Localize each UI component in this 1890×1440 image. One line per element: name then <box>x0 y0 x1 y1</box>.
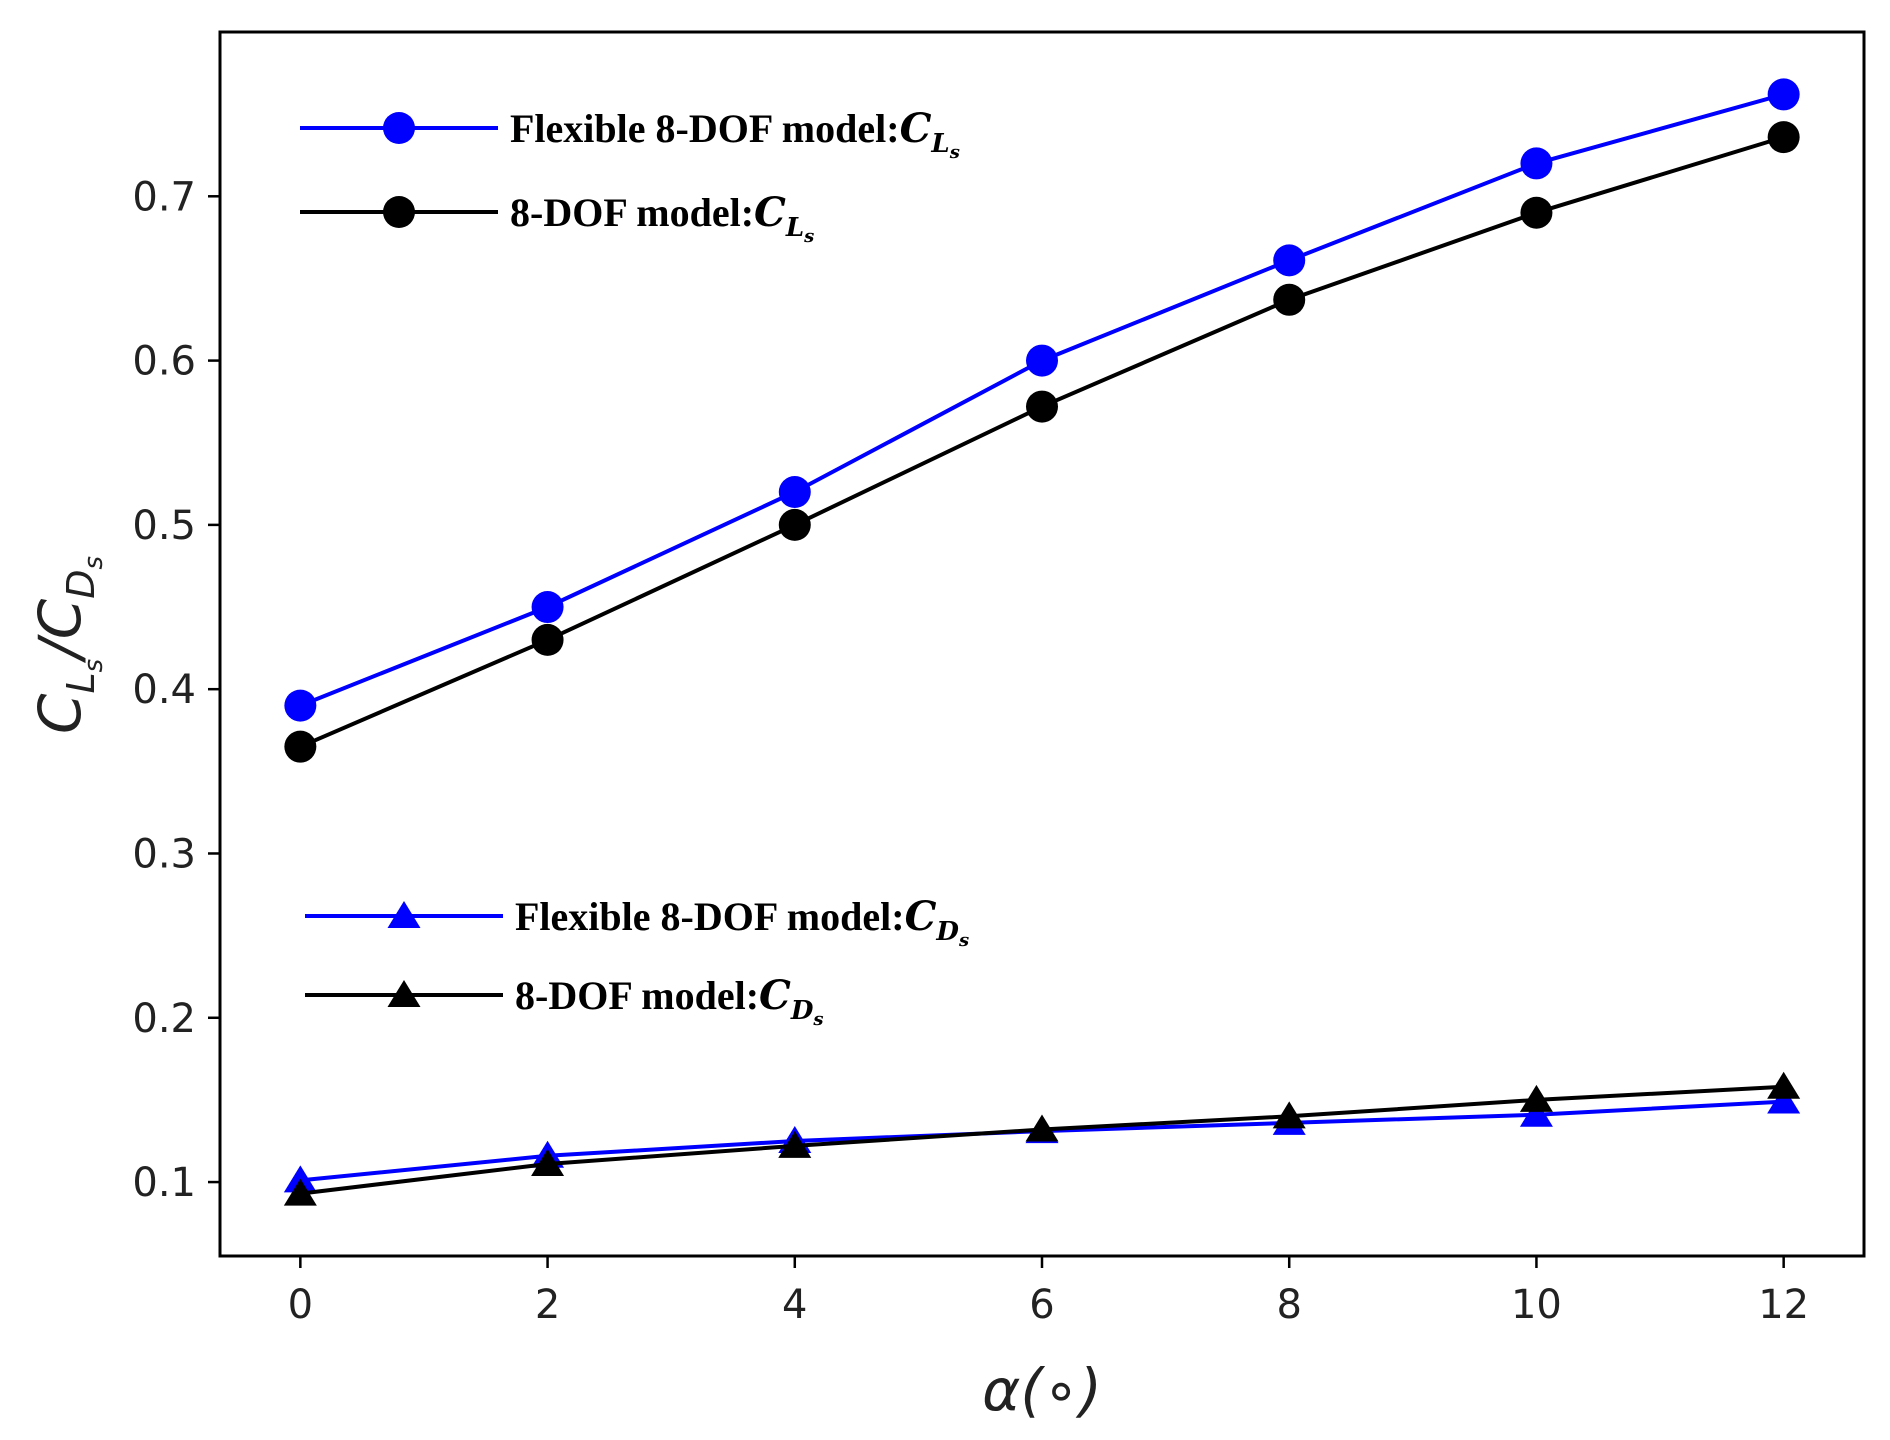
data-point <box>1519 1084 1553 1112</box>
legend-entry: Flexible 8-DOF model:CDs <box>305 893 969 951</box>
x-tick-label: 10 <box>1511 1282 1562 1328</box>
x-tick-label: 12 <box>1758 1282 1809 1328</box>
y-axis-title-main: C <box>26 693 94 734</box>
legend-marker <box>387 980 421 1007</box>
series-1 <box>284 121 1800 763</box>
legend-label-subsub: s <box>812 1009 823 1030</box>
legend-label-text: 8-DOF model: <box>510 190 754 235</box>
data-point <box>778 1130 812 1158</box>
y-axis-title-sub1: L <box>59 672 103 693</box>
legend-label: 8-DOF model:CDs <box>515 972 824 1030</box>
legend-label: Flexible 8-DOF model:CDs <box>515 893 969 951</box>
legend-label-sub: L <box>930 129 949 159</box>
legend-entry: 8-DOF model:CDs <box>305 972 824 1030</box>
y-tick-label: 0.6 <box>132 339 196 385</box>
legend-marker <box>387 901 421 928</box>
data-point <box>531 591 564 624</box>
y-axis-title-subsub1: s <box>79 659 109 673</box>
legend-label-subsub: s <box>949 142 960 163</box>
x-tick-label: 8 <box>1276 1282 1301 1328</box>
legend-label-sub: D <box>935 917 959 947</box>
data-point <box>1520 147 1553 180</box>
y-tick-label: 0.3 <box>132 831 196 877</box>
legend-label-sub: L <box>785 213 804 243</box>
y-axis-title-slash: /C <box>26 598 94 664</box>
y-axis-title: CLs/CDs <box>26 556 109 734</box>
legend-label-subsub: s <box>958 930 969 951</box>
y-tick-label: 0.5 <box>132 503 196 549</box>
data-point <box>1273 244 1306 277</box>
y-axis-title-sub2: D <box>59 570 103 599</box>
y-axis-title-subsub2: s <box>79 556 109 570</box>
y-tick-label: 0.4 <box>132 667 196 713</box>
legend-label-sub: D <box>790 996 814 1026</box>
data-point <box>1272 1101 1306 1129</box>
legend-entry: 8-DOF model:CLs <box>300 189 814 247</box>
series-3 <box>283 1071 1801 1206</box>
legend-marker <box>383 112 415 144</box>
data-point <box>284 689 317 722</box>
data-point <box>284 730 317 763</box>
data-point <box>1767 78 1800 111</box>
legend-label-symbol: C <box>900 105 932 152</box>
legend-label-symbol: C <box>905 893 937 940</box>
legend-label-text: Flexible 8-DOF model: <box>510 106 900 151</box>
data-point <box>1026 344 1058 377</box>
x-tick-label: 6 <box>1029 1282 1054 1328</box>
data-point <box>778 508 811 541</box>
tick-layer: 0 2 4 6 8 10 12 0.1 0.2 0.3 0.4 0.5 0.6 0.7 <box>132 174 1809 1328</box>
legend-label-text: 8-DOF model: <box>515 973 759 1018</box>
legend-label: 8-DOF model:CLs <box>510 189 814 247</box>
data-point <box>1026 390 1058 423</box>
plot-frame <box>218 30 1866 1258</box>
data-point <box>531 623 564 656</box>
legend-marker <box>383 196 415 228</box>
legend-label-text: Flexible 8-DOF model: <box>515 894 905 939</box>
data-point <box>778 476 811 509</box>
x-tick-label: 2 <box>535 1282 560 1328</box>
series-0 <box>284 78 1800 722</box>
x-tick-label: 4 <box>782 1282 807 1328</box>
data-point <box>1520 196 1553 229</box>
y-tick-label: 0.2 <box>132 996 196 1042</box>
legend-label-symbol: C <box>759 972 791 1019</box>
legend-entry: Flexible 8-DOF model:CLs <box>300 105 960 163</box>
data-point <box>1025 1114 1059 1142</box>
y-tick-label: 0.7 <box>132 174 196 220</box>
data-point <box>1767 1086 1801 1114</box>
data-point <box>1519 1099 1553 1127</box>
data-point <box>531 1148 565 1176</box>
legend-label-subsub: s <box>803 226 814 247</box>
legend-label-symbol: C <box>754 189 786 236</box>
data-point <box>1767 1071 1801 1099</box>
x-tick-label: 0 <box>288 1282 313 1328</box>
data-point <box>1767 121 1800 154</box>
legend-label: Flexible 8-DOF model:CLs <box>510 105 960 163</box>
data-point <box>1273 283 1306 316</box>
x-axis-title: α(∘) <box>982 1356 1102 1424</box>
y-tick-label: 0.1 <box>132 1160 196 1206</box>
data-point <box>283 1178 317 1206</box>
series-layer <box>283 78 1801 1206</box>
